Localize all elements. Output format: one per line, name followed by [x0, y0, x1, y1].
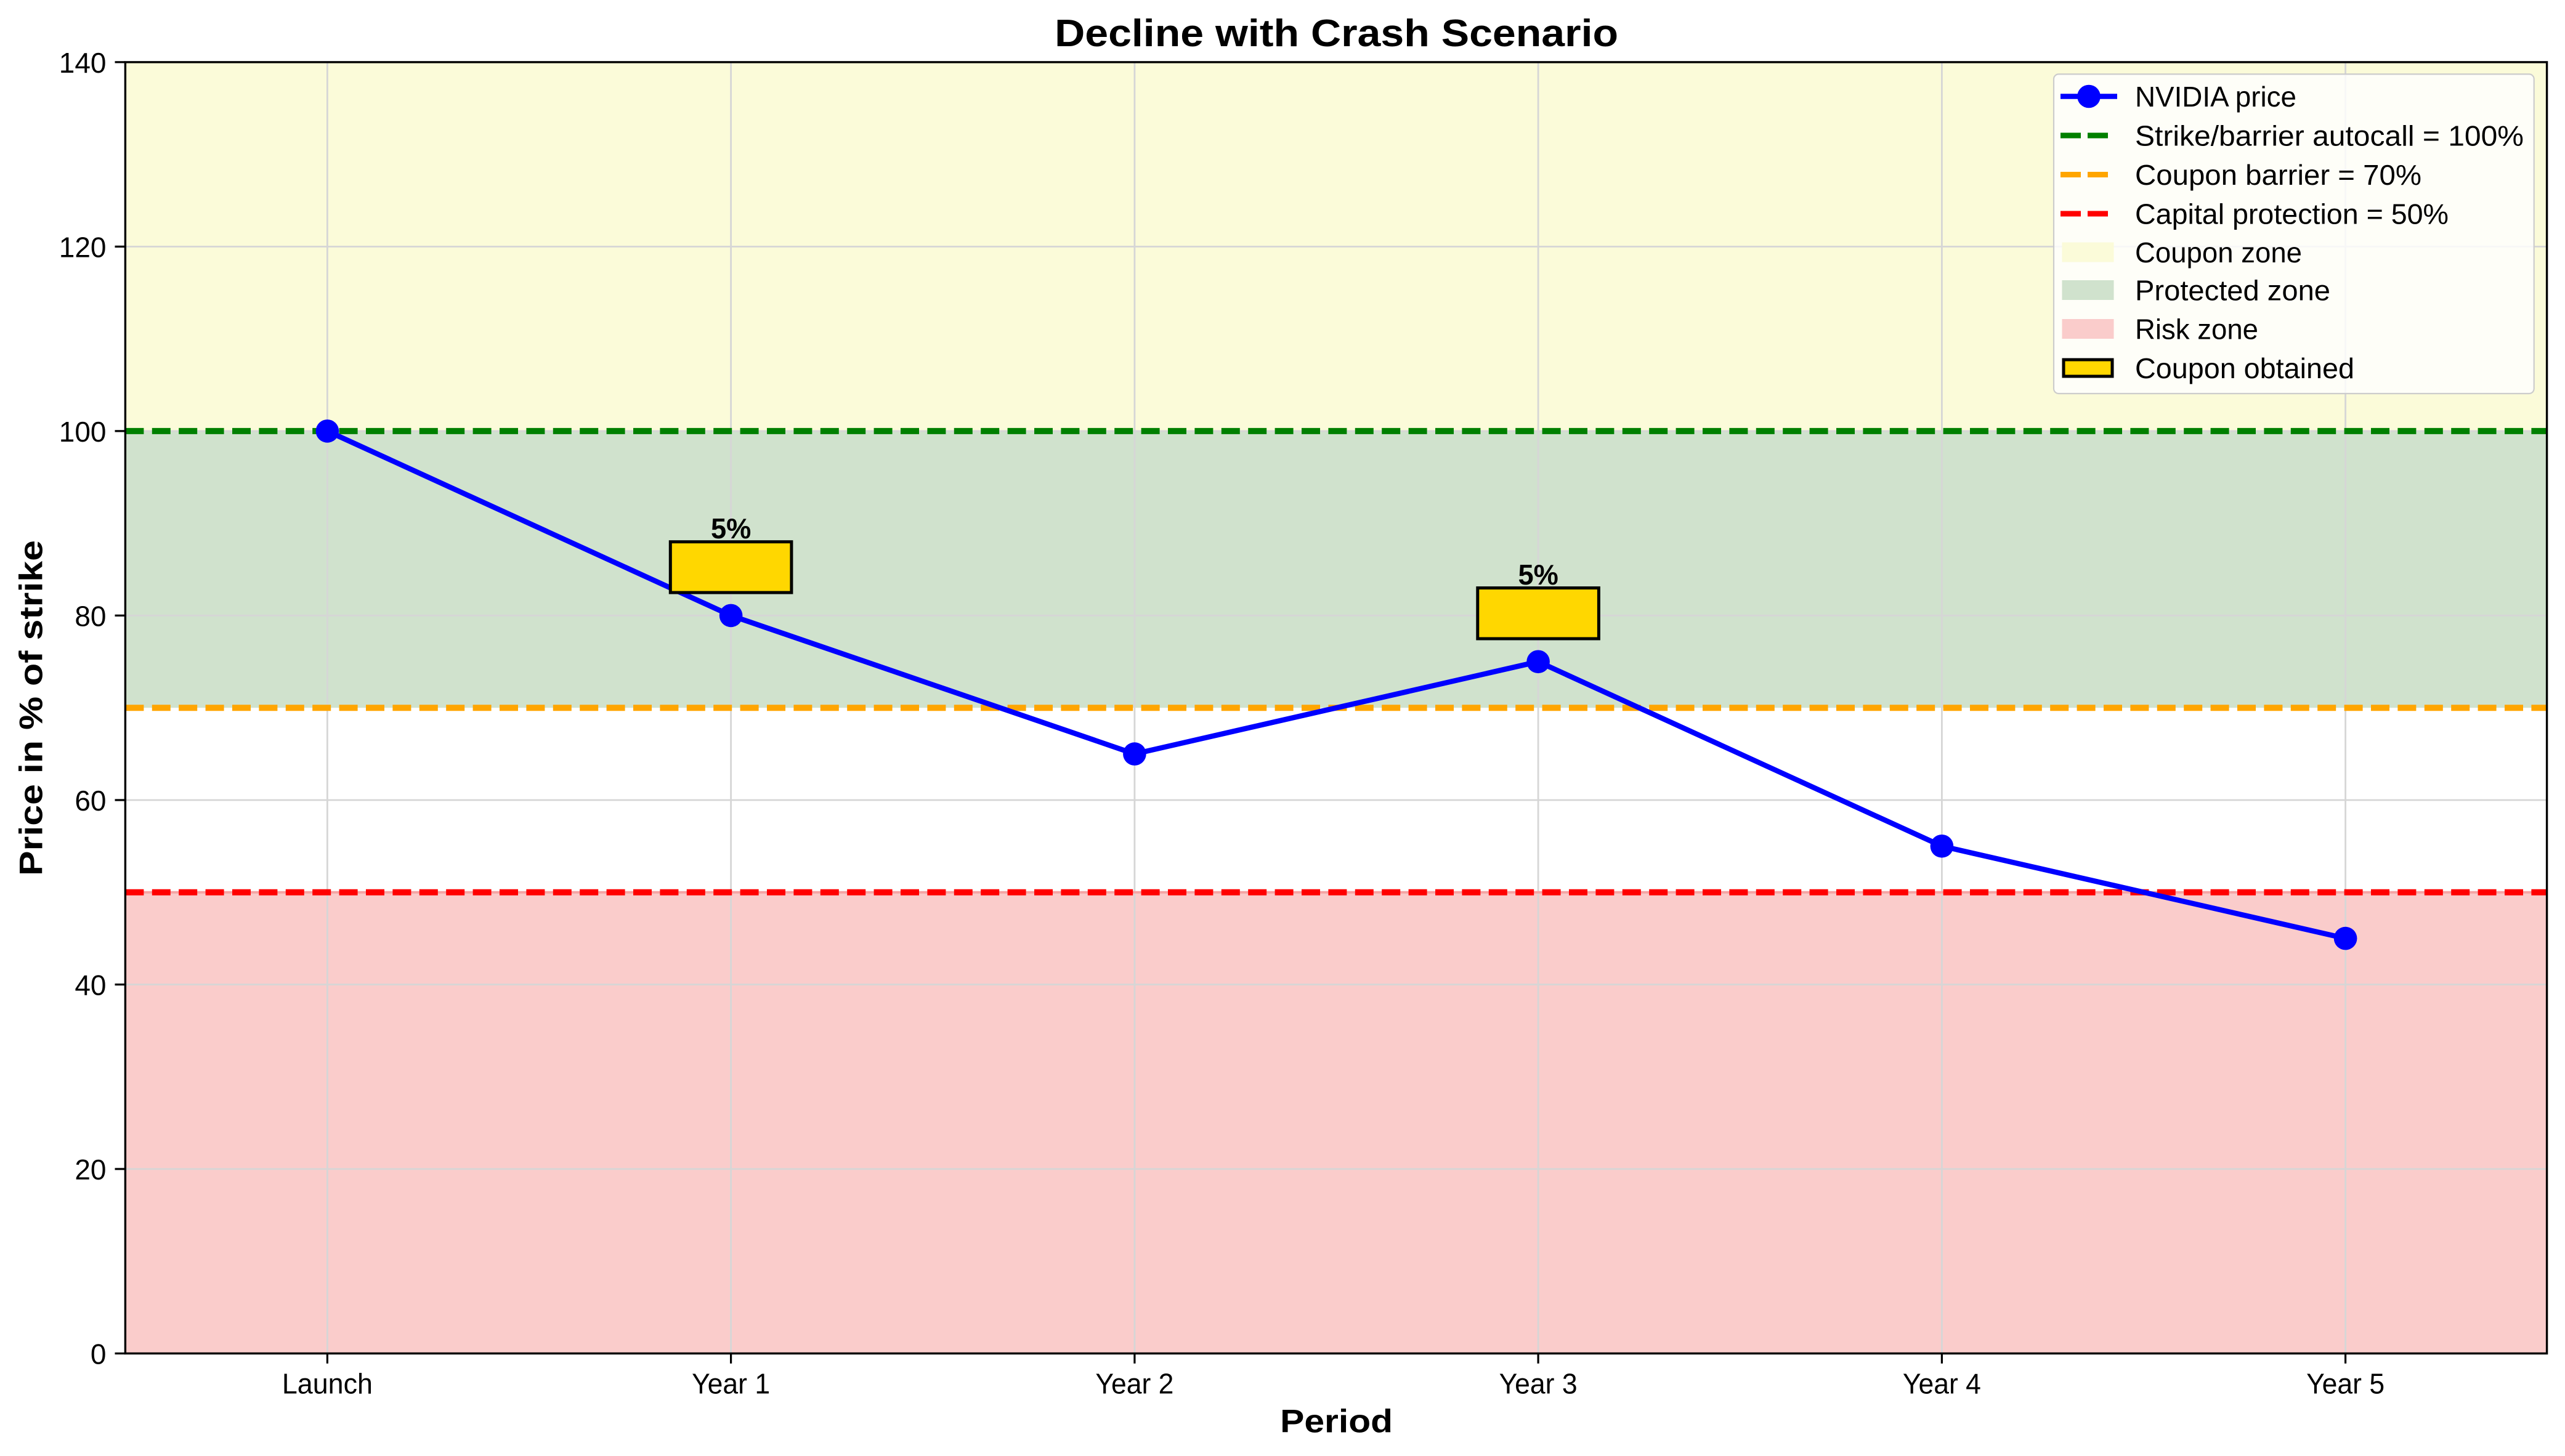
svg-text:Risk zone: Risk zone [2135, 313, 2258, 346]
svg-text:Strike/barrier autocall = 100%: Strike/barrier autocall = 100% [2135, 120, 2524, 152]
svg-text:Coupon barrier = 70%: Coupon barrier = 70% [2135, 159, 2421, 191]
svg-text:Capital protection = 50%: Capital protection = 50% [2135, 198, 2449, 230]
svg-text:NVIDIA price: NVIDIA price [2135, 81, 2296, 113]
svg-text:Coupon zone: Coupon zone [2135, 237, 2302, 269]
svg-text:Protected zone: Protected zone [2135, 275, 2330, 307]
svg-text:Year 2: Year 2 [1095, 1368, 1173, 1400]
svg-text:120: 120 [59, 231, 107, 263]
svg-text:40: 40 [75, 969, 106, 1001]
svg-text:Year 3: Year 3 [1499, 1368, 1578, 1400]
svg-text:100: 100 [59, 416, 107, 448]
svg-text:Period: Period [1280, 1404, 1393, 1440]
svg-text:Year 4: Year 4 [1903, 1368, 1981, 1400]
svg-text:Year 1: Year 1 [692, 1368, 770, 1400]
svg-text:5%: 5% [1518, 559, 1558, 591]
svg-text:20: 20 [75, 1154, 106, 1186]
svg-text:60: 60 [75, 785, 106, 817]
svg-text:Price in % of strike: Price in % of strike [14, 540, 50, 876]
svg-text:Decline with Crash Scenario: Decline with Crash Scenario [1055, 12, 1618, 55]
svg-text:Launch: Launch [282, 1368, 373, 1400]
svg-text:140: 140 [59, 47, 107, 79]
svg-text:0: 0 [91, 1338, 107, 1370]
svg-text:5%: 5% [711, 512, 751, 544]
svg-text:Coupon obtained: Coupon obtained [2135, 352, 2354, 384]
svg-text:80: 80 [75, 600, 106, 632]
svg-text:Year 5: Year 5 [2306, 1368, 2385, 1400]
